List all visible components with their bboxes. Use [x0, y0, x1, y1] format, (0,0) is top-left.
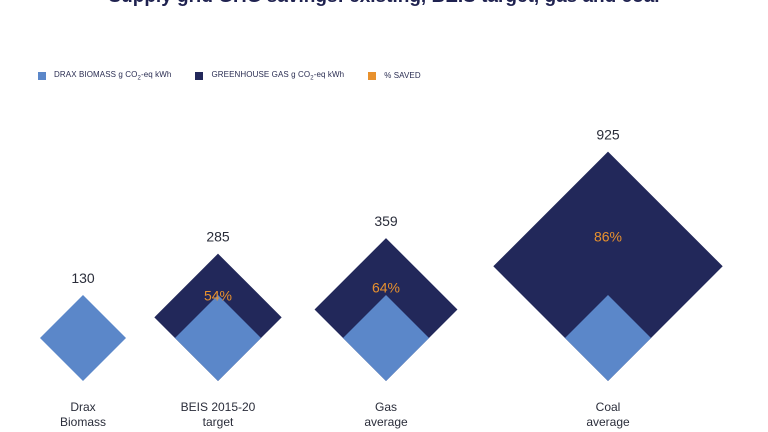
percent-saved-label: 64% — [372, 280, 400, 296]
percent-saved-label: 86% — [594, 228, 622, 244]
value-label: 285 — [206, 229, 230, 245]
category-label: Drax — [70, 400, 95, 414]
legend: DRAX BIOMASS g CO2-eq kWh GREENHOUSE GAS… — [38, 70, 421, 82]
legend-label-biomass: DRAX BIOMASS g CO2-eq kWh — [54, 70, 172, 82]
legend-swatch-saved — [368, 71, 377, 80]
legend-label-saved: % SAVED — [384, 71, 421, 81]
category-label: Biomass — [60, 415, 106, 429]
legend-label-ghg: GREENHOUSE GAS g CO2-eq kWh — [211, 70, 345, 82]
category-label: target — [203, 415, 234, 429]
legend-item-biomass: DRAX BIOMASS g CO2-eq kWh — [38, 70, 171, 82]
ghg-diamond — [493, 151, 723, 381]
legend-item-ghg: GREENHOUSE GAS g CO2-eq kWh — [195, 70, 344, 82]
category-label: average — [364, 415, 408, 429]
value-label: 925 — [596, 127, 620, 143]
biomass-diamond — [40, 295, 126, 381]
legend-swatch-ghg — [195, 71, 204, 80]
category-label: BEIS 2015-20 — [181, 400, 256, 414]
biomass-diamond — [565, 295, 651, 381]
biomass-diamond — [343, 295, 429, 381]
value-label: 130 — [71, 270, 95, 286]
biomass-diamond — [175, 295, 261, 381]
category-label: Gas — [375, 400, 397, 414]
category-label: average — [586, 415, 630, 429]
value-label: 359 — [374, 213, 398, 229]
percent-saved-label: 54% — [204, 287, 232, 303]
chart-title: Supply grid GHG savings: existing, BEIS … — [0, 0, 768, 8]
legend-item-saved: % SAVED — [368, 70, 421, 82]
legend-swatch-biomass — [38, 71, 46, 80]
category-label: Coal — [596, 400, 621, 414]
